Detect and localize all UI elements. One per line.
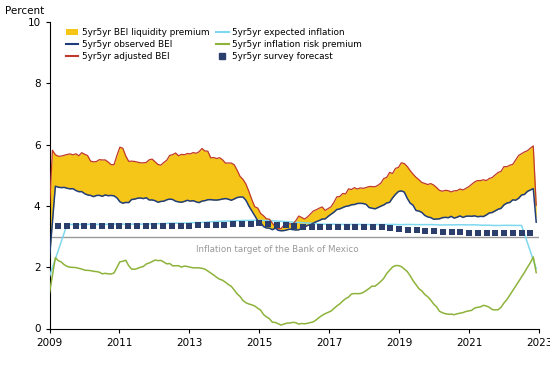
Point: [368, 224, 377, 230]
Point: [526, 230, 535, 236]
Point: [124, 223, 133, 229]
Point: [474, 230, 482, 236]
Text: Inflation target of the Bank of Mexico: Inflation target of the Bank of Mexico: [196, 245, 359, 254]
Point: [499, 230, 508, 236]
Point: [360, 224, 368, 230]
Point: [63, 223, 72, 229]
Point: [482, 230, 491, 236]
Point: [438, 229, 447, 235]
Point: [377, 224, 386, 230]
Point: [404, 227, 412, 233]
Point: [229, 221, 238, 227]
Point: [299, 224, 307, 230]
Point: [412, 227, 421, 233]
Point: [491, 230, 500, 236]
Point: [141, 223, 150, 229]
Point: [54, 223, 63, 229]
Point: [246, 221, 255, 227]
Point: [255, 220, 263, 226]
Point: [194, 223, 202, 228]
Point: [447, 229, 456, 235]
Point: [430, 228, 438, 234]
Point: [159, 223, 168, 229]
Point: [325, 224, 334, 230]
Point: [351, 224, 360, 230]
Point: [307, 224, 316, 230]
Point: [263, 221, 272, 227]
Point: [115, 223, 124, 229]
Point: [272, 222, 281, 228]
Point: [167, 223, 176, 229]
Point: [456, 230, 465, 235]
Point: [333, 224, 342, 230]
Point: [290, 223, 299, 229]
Point: [211, 222, 220, 228]
Point: [386, 225, 395, 231]
Point: [281, 222, 290, 228]
Point: [80, 223, 89, 229]
Point: [395, 226, 404, 232]
Text: Percent: Percent: [6, 6, 45, 16]
Point: [133, 223, 141, 229]
Point: [508, 230, 517, 236]
Point: [150, 223, 159, 229]
Point: [89, 223, 97, 229]
Point: [176, 223, 185, 229]
Point: [517, 230, 526, 236]
Point: [465, 230, 474, 236]
Point: [202, 222, 211, 228]
Point: [316, 224, 325, 230]
Point: [220, 222, 229, 227]
Point: [421, 228, 430, 234]
Point: [342, 224, 351, 230]
Point: [106, 223, 115, 229]
Point: [238, 221, 246, 227]
Point: [185, 223, 194, 229]
Point: [72, 223, 80, 229]
Point: [97, 223, 106, 229]
Legend: 5yr5yr BEI liquidity premium, 5yr5yr observed BEI, 5yr5yr adjusted BEI, 5yr5yr e: 5yr5yr BEI liquidity premium, 5yr5yr obs…: [64, 26, 364, 63]
